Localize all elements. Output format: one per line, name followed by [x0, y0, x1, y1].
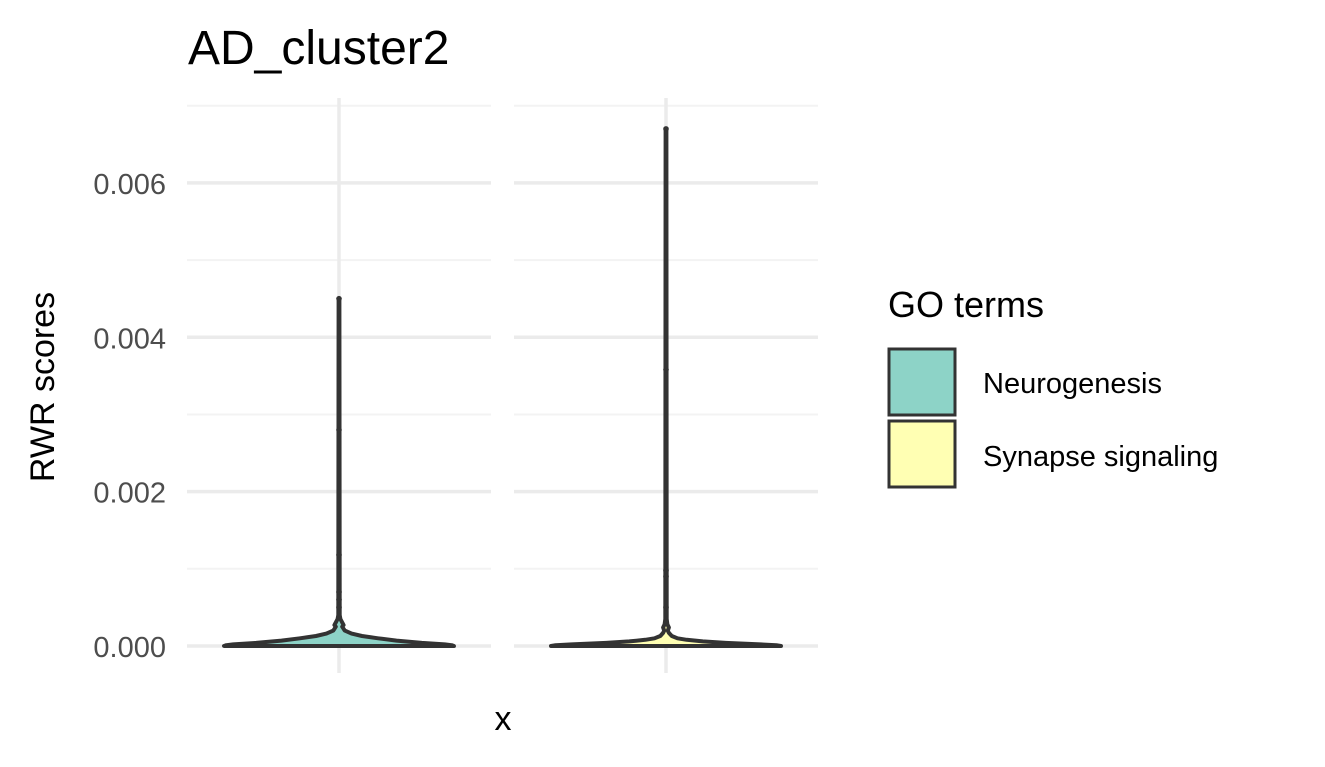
legend-key-neurogenesis — [887, 347, 957, 417]
axis-layer: AD_cluster2 x RWR scores 0.000 0.002 0.004… — [24, 22, 512, 738]
y-tick-label: 0.000 — [93, 632, 166, 664]
legend-key-synapse-signaling — [887, 419, 957, 489]
data-point — [336, 596, 342, 603]
y-tick-label: 0.002 — [93, 478, 166, 510]
legend-label-neurogenesis: Neurogenesis — [983, 368, 1162, 400]
violin-layer — [222, 126, 783, 648]
x-axis-label: x — [495, 700, 512, 738]
data-point — [663, 366, 669, 373]
chart-title: AD_cluster2 — [188, 22, 449, 75]
data-point — [663, 604, 669, 611]
data-point — [663, 620, 669, 626]
data-point — [336, 604, 342, 611]
y-axis-label: RWR scores — [24, 292, 62, 482]
grid-layer — [187, 98, 818, 673]
legend-label-synapse-signaling: Synapse signaling — [983, 441, 1218, 473]
data-point — [336, 589, 342, 595]
data-point — [336, 295, 342, 302]
data-point — [663, 573, 669, 580]
legend: GO terms Neurogenesis Synapse signaling — [887, 284, 1218, 489]
data-point — [663, 567, 669, 574]
data-point — [336, 427, 342, 433]
y-tick-label: 0.006 — [93, 169, 166, 201]
data-point — [663, 126, 669, 132]
y-tick-label: 0.004 — [93, 323, 166, 355]
legend-title: GO terms — [888, 284, 1044, 325]
data-point — [336, 552, 342, 558]
